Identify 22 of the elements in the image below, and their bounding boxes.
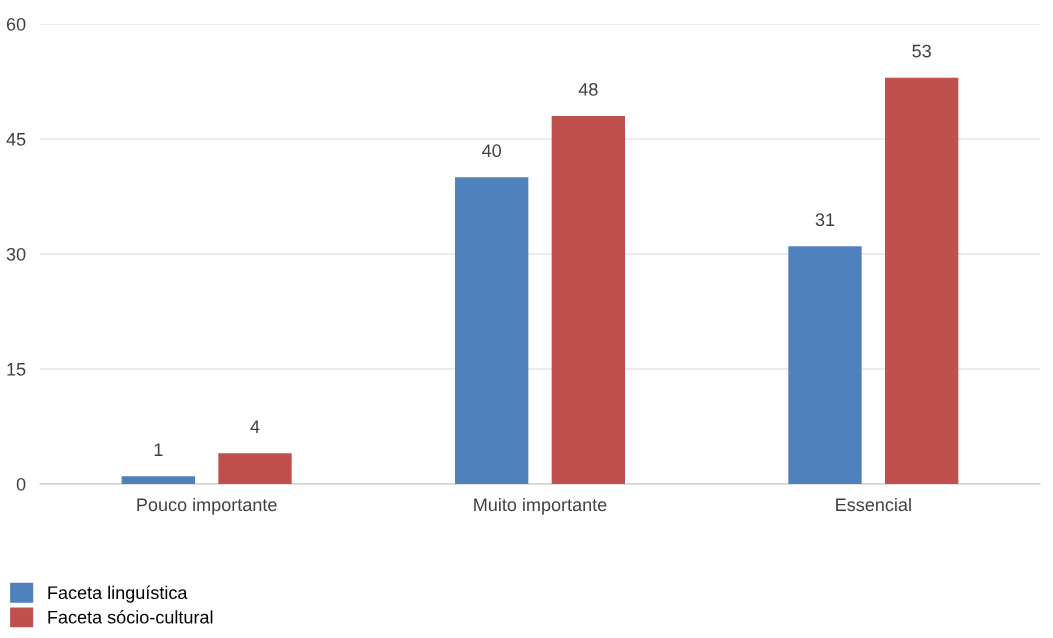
bar [218,453,292,484]
legend-label: Faceta sócio-cultural [48,610,213,624]
y-tick-label: 0 [16,477,26,491]
data-label: 1 [154,443,163,456]
bar [788,246,862,484]
x-tick-label: Pouco importante [137,497,277,515]
bar [551,116,625,484]
data-label: 48 [578,82,598,96]
x-tick-label: Muito importante [474,497,607,515]
y-tick-label: 45 [6,133,26,146]
data-label: 31 [815,213,835,227]
legend-label: Faceta linguística [48,585,188,603]
data-label: 4 [250,420,260,433]
y-tick-label: 30 [6,247,26,261]
y-tick-label: 15 [7,363,26,376]
data-label: 40 [482,144,501,158]
x-tick-label: Essencial [836,497,911,512]
bar [885,77,959,484]
bar [121,476,195,484]
data-label: 53 [912,44,931,58]
y-tick-label: 60 [6,17,26,31]
bar [455,177,529,484]
